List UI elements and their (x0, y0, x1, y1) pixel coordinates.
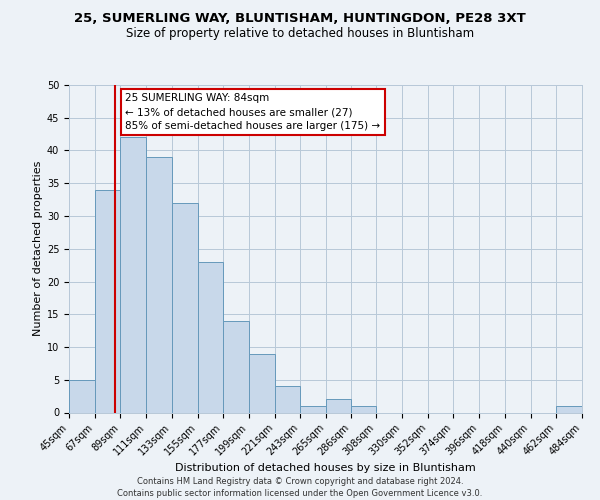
Text: Contains HM Land Registry data © Crown copyright and database right 2024.
Contai: Contains HM Land Registry data © Crown c… (118, 476, 482, 498)
Bar (350, 406, 376, 412)
Text: Size of property relative to detached houses in Bluntisham: Size of property relative to detached ho… (126, 28, 474, 40)
Bar (556, 406, 582, 412)
Text: 25, SUMERLING WAY, BLUNTISHAM, HUNTINGDON, PE28 3XT: 25, SUMERLING WAY, BLUNTISHAM, HUNTINGDO… (74, 12, 526, 26)
Bar (197, 262, 223, 412)
Bar (326, 400, 350, 412)
Bar (275, 386, 301, 412)
X-axis label: Distribution of detached houses by size in Bluntisham: Distribution of detached houses by size … (175, 462, 476, 472)
Bar (121, 138, 146, 412)
Bar (223, 321, 249, 412)
Bar (95, 190, 121, 412)
Bar (69, 380, 95, 412)
Bar (172, 203, 197, 412)
Bar (249, 354, 275, 412)
Text: 25 SUMERLING WAY: 84sqm
← 13% of detached houses are smaller (27)
85% of semi-de: 25 SUMERLING WAY: 84sqm ← 13% of detache… (125, 93, 380, 131)
Bar (301, 406, 326, 412)
Y-axis label: Number of detached properties: Number of detached properties (32, 161, 43, 336)
Bar (146, 157, 172, 412)
